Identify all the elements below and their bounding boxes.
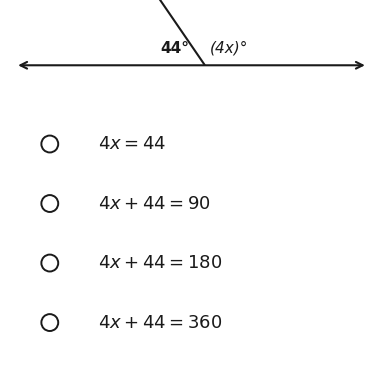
Text: 44°: 44° [160,41,190,56]
Text: $4x = 44$: $4x = 44$ [98,135,166,153]
Text: $4x + 44 = 360$: $4x + 44 = 360$ [98,314,222,331]
Text: (4x)°: (4x)° [210,41,248,56]
Text: $4x + 44 = 180$: $4x + 44 = 180$ [98,254,222,272]
Text: $4x + 44 = 90$: $4x + 44 = 90$ [98,195,210,212]
